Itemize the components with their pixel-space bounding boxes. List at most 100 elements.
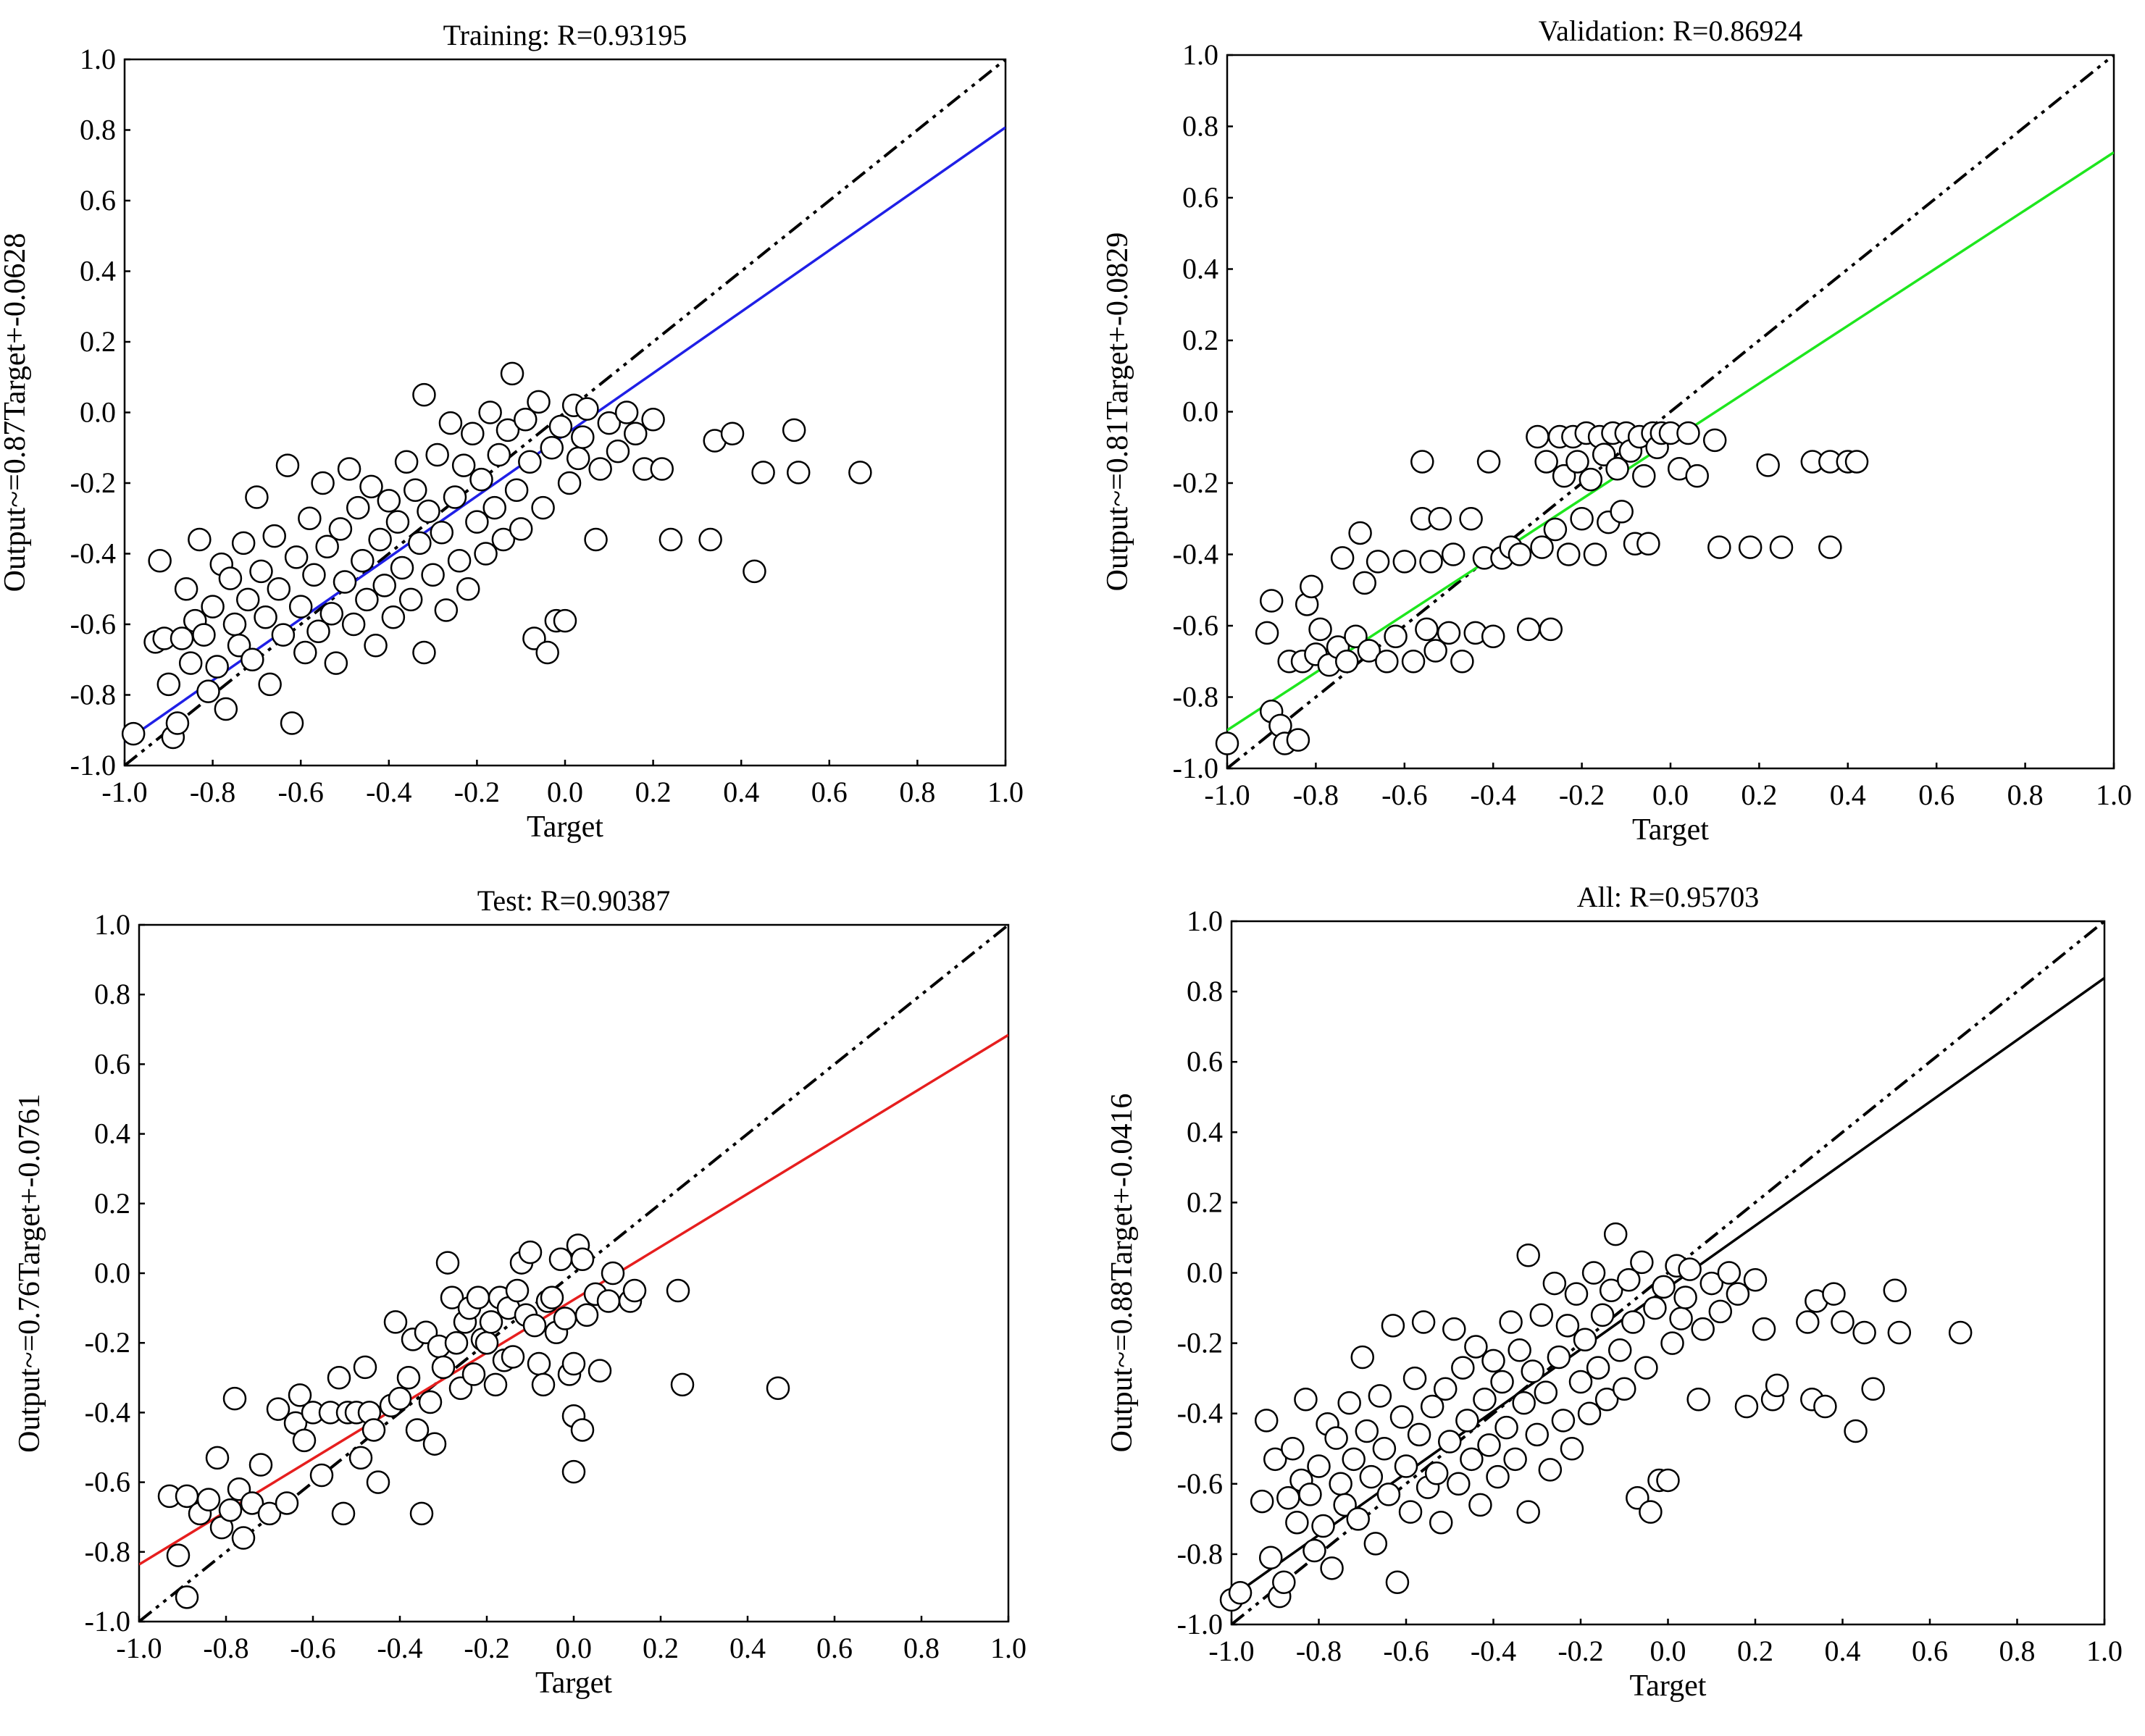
data-point xyxy=(451,453,476,477)
x-tick-label: 0.6 xyxy=(816,1632,853,1664)
y-tick-label: 0.8 xyxy=(80,114,116,146)
x-tick-label: 0.2 xyxy=(643,1632,679,1664)
data-point xyxy=(444,1330,469,1355)
y-tick-label: 0.0 xyxy=(80,396,116,429)
data-point xyxy=(1726,1282,1750,1306)
data-point xyxy=(447,549,472,573)
data-point xyxy=(324,651,348,675)
data-point xyxy=(1565,450,1589,474)
data-point xyxy=(1450,650,1474,674)
data-point xyxy=(1603,1222,1628,1246)
data-point xyxy=(1673,1286,1697,1309)
data-point xyxy=(1359,1464,1384,1489)
y-tick-label: -0.2 xyxy=(85,1326,130,1359)
data-point xyxy=(1756,453,1780,477)
data-point xyxy=(501,1345,525,1369)
data-point xyxy=(1594,1388,1619,1412)
y-tick-label: 0.0 xyxy=(1187,1257,1223,1289)
y-tick-label: -1.0 xyxy=(1173,752,1218,784)
data-point xyxy=(1352,571,1376,595)
data-point xyxy=(1311,1514,1335,1538)
data-point xyxy=(266,1397,290,1421)
data-point xyxy=(1384,624,1408,649)
data-point xyxy=(1363,1532,1388,1556)
x-tick-label: -0.6 xyxy=(1383,1635,1429,1667)
data-point xyxy=(1294,1388,1318,1412)
y-tick-label: -0.6 xyxy=(1173,609,1218,642)
data-point xyxy=(1586,1356,1610,1380)
data-point xyxy=(443,485,467,509)
panel-test: -1.0 -0.8 -0.6 -0.4 -0.2 0.0 0.2 0.4 0.6 0.8 1.0 -1… xyxy=(13,884,1026,1700)
data-point xyxy=(1508,1338,1531,1362)
data-point xyxy=(1442,1317,1466,1341)
data-point xyxy=(1813,1394,1837,1419)
y-tick-label: 0.2 xyxy=(94,1187,130,1220)
data-point xyxy=(361,1418,386,1442)
data-point xyxy=(218,566,243,590)
data-point xyxy=(641,408,665,432)
y-tick-label: 0.8 xyxy=(94,978,130,1010)
data-point xyxy=(267,577,291,601)
data-point xyxy=(1459,507,1483,531)
data-point xyxy=(570,1418,595,1442)
data-point xyxy=(483,1372,508,1397)
data-point xyxy=(398,587,423,612)
data-point xyxy=(1419,550,1443,574)
data-point xyxy=(606,439,630,464)
data-point xyxy=(1699,1271,1723,1296)
y-tick-label: 0.2 xyxy=(1182,324,1218,356)
data-point xyxy=(461,422,485,445)
data-point xyxy=(1429,1510,1453,1535)
data-point xyxy=(1769,535,1794,559)
data-point xyxy=(394,450,419,474)
data-point xyxy=(1516,1500,1540,1524)
data-point xyxy=(422,1432,447,1456)
data-point xyxy=(271,623,296,647)
data-point xyxy=(601,1261,625,1286)
data-point xyxy=(396,1366,421,1390)
data-point xyxy=(531,1372,556,1397)
data-point xyxy=(275,1491,299,1515)
data-point xyxy=(1579,467,1603,492)
y-tick-label: -0.8 xyxy=(70,679,116,711)
data-point xyxy=(1437,621,1461,645)
data-point xyxy=(518,450,542,474)
y-tick-label: -0.8 xyxy=(1177,1538,1223,1570)
reference-line xyxy=(125,59,1005,766)
y-tick-label: 0.0 xyxy=(94,1257,130,1289)
data-point xyxy=(311,471,335,495)
data-point xyxy=(786,461,811,485)
x-tick-label: 0.0 xyxy=(547,776,583,808)
data-point xyxy=(698,527,722,552)
data-point xyxy=(469,467,493,492)
x-tick-label: 1.0 xyxy=(990,1632,1026,1664)
data-point xyxy=(1796,1310,1820,1334)
y-tick-label: 1.0 xyxy=(80,43,116,75)
data-point xyxy=(1433,1377,1458,1401)
data-point xyxy=(1678,1257,1702,1281)
x-tick-label: -1.0 xyxy=(116,1632,162,1664)
x-axis-label: Target xyxy=(1632,813,1709,847)
data-point xyxy=(235,587,260,612)
data-point xyxy=(1258,1546,1283,1570)
data-point xyxy=(1560,1437,1584,1461)
data-point xyxy=(222,612,247,637)
data-point xyxy=(1303,1538,1326,1563)
data-point xyxy=(1344,624,1368,649)
data-point xyxy=(1617,1267,1641,1292)
data-point xyxy=(848,461,872,485)
x-tick-label: 1.0 xyxy=(2096,779,2132,811)
data-point xyxy=(474,1330,499,1355)
data-point xyxy=(1477,1433,1501,1457)
data-point xyxy=(514,408,538,432)
data-point xyxy=(1215,731,1239,755)
x-tick-label: 0.6 xyxy=(811,776,848,808)
data-point xyxy=(474,542,498,566)
data-point xyxy=(408,531,432,555)
data-point xyxy=(381,605,406,629)
data-point xyxy=(1329,1472,1352,1496)
data-point xyxy=(1534,450,1558,474)
data-point xyxy=(535,640,559,665)
data-point xyxy=(1348,521,1372,545)
data-point xyxy=(1734,1394,1759,1419)
